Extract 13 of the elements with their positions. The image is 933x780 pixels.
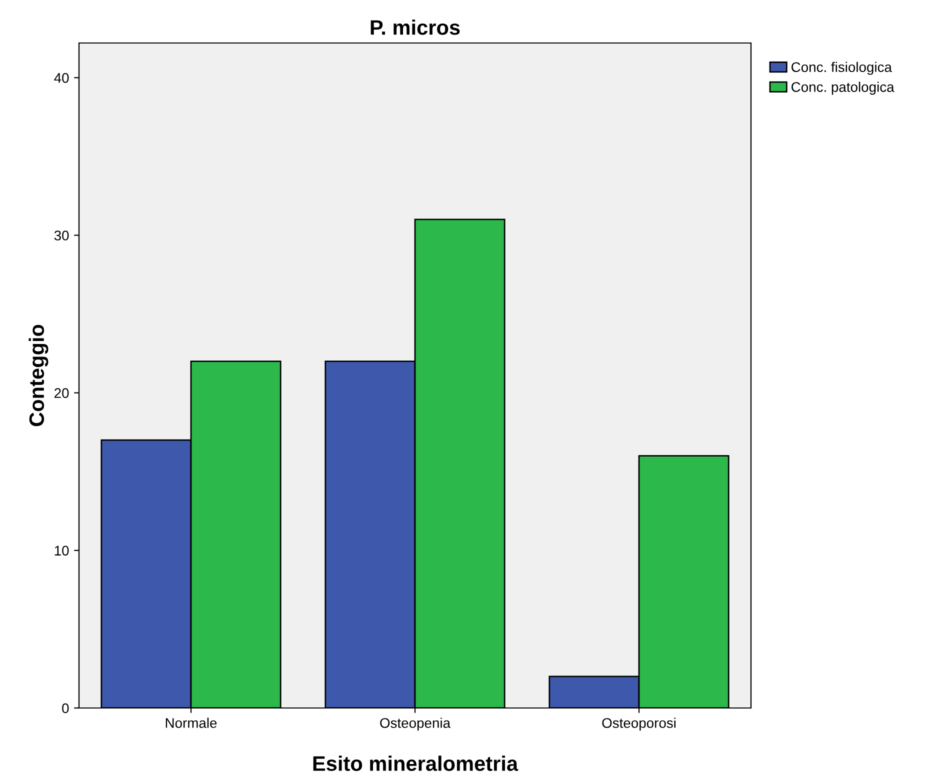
x-axis-title: Esito mineralometria [313, 756, 518, 771]
legend-label: Conc. fisiologica [792, 62, 892, 75]
y-tick-label: 30 [54, 230, 69, 240]
legend-label: Conc. patologica [792, 82, 894, 95]
y-tick-label: 20 [54, 388, 69, 398]
x-tick-label: Osteoporosi [602, 718, 676, 731]
chart-title: P. micros [370, 20, 460, 35]
y-axis-title: Conteggio [28, 324, 48, 426]
y-tick-label: 0 [62, 703, 69, 714]
y-tick-label: 40 [54, 73, 69, 83]
x-tick-label: Normale [166, 718, 217, 728]
y-tick-label: 10 [54, 546, 69, 556]
x-tick-label: Osteopenia [380, 718, 451, 731]
